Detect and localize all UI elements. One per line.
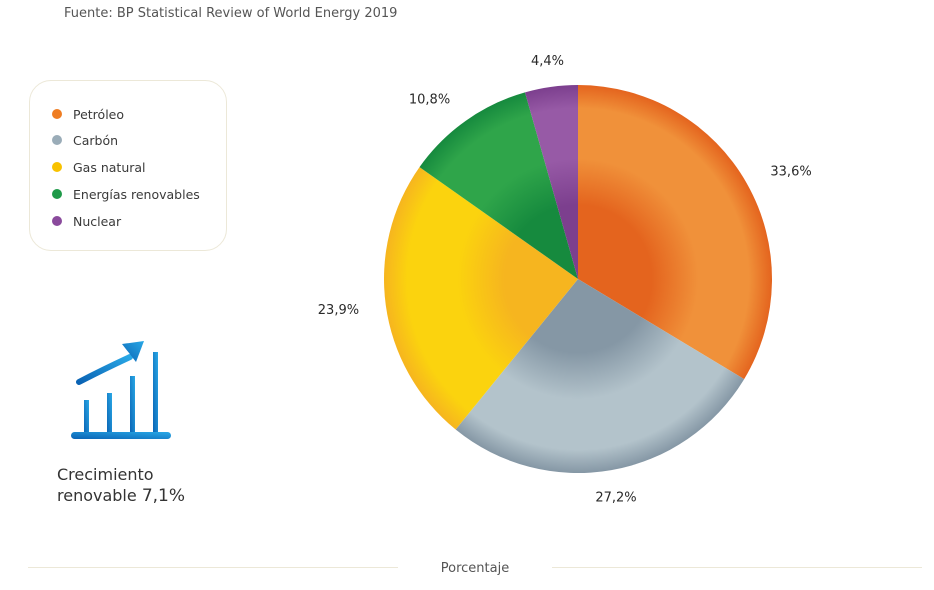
legend-item-gas-natural: Gas natural (52, 158, 146, 176)
growth-line-1: Crecimiento (57, 465, 154, 484)
slice-label: 23,9% (318, 303, 359, 318)
growth-value: 7,1% (141, 486, 186, 506)
slice-label: 4,4% (531, 54, 564, 69)
renewable-growth-text: Crecimiento renovable 7,1% (57, 464, 185, 507)
pie-slice-nuclear (525, 85, 578, 279)
growth-line-2-prefix: renovable (57, 486, 142, 505)
legend-item-petroleo: Petróleo (52, 105, 124, 123)
legend-label: Petróleo (73, 106, 125, 122)
legend-item-renovables: Energías renovables (52, 185, 200, 203)
legend-label: Nuclear (73, 213, 122, 229)
legend-label: Carbón (73, 132, 119, 148)
legend-dot-nuclear (52, 216, 62, 226)
axis-caption: Porcentaje (440, 561, 510, 576)
slice-label: 33,6% (770, 164, 811, 179)
legend-label: Gas natural (73, 159, 146, 175)
legend-item-nuclear: Nuclear (52, 212, 121, 230)
pie-labels: 33,6% 27,2% 23,9% 10,8% 4,4% (318, 54, 812, 506)
slice-label: 10,8% (409, 93, 450, 108)
footer-divider-right (552, 567, 922, 568)
legend: Petróleo Carbón Gas natural Energías ren… (29, 80, 227, 251)
legend-dot-renovables (52, 189, 62, 199)
legend-dot-gas-natural (52, 162, 62, 172)
pie-slice-gas-natural (383, 167, 578, 430)
pie-slice-petr-leo (578, 85, 772, 380)
bar-chart-growth-icon (71, 341, 171, 439)
chart-source: Fuente: BP Statistical Review of World E… (64, 6, 398, 21)
pie-slice-carb-n (455, 279, 745, 473)
legend-item-carbon: Carbón (52, 131, 118, 149)
legend-label: Energías renovables (73, 186, 200, 202)
pie-slices (383, 85, 772, 473)
pie-slice-energ-as-renovables (419, 92, 578, 279)
slice-label: 27,2% (595, 491, 636, 506)
legend-dot-petroleo (52, 109, 62, 119)
growth-line-2: renovable 7,1% (57, 485, 185, 507)
footer-divider-left (28, 567, 398, 568)
legend-dot-carbon (52, 135, 62, 145)
